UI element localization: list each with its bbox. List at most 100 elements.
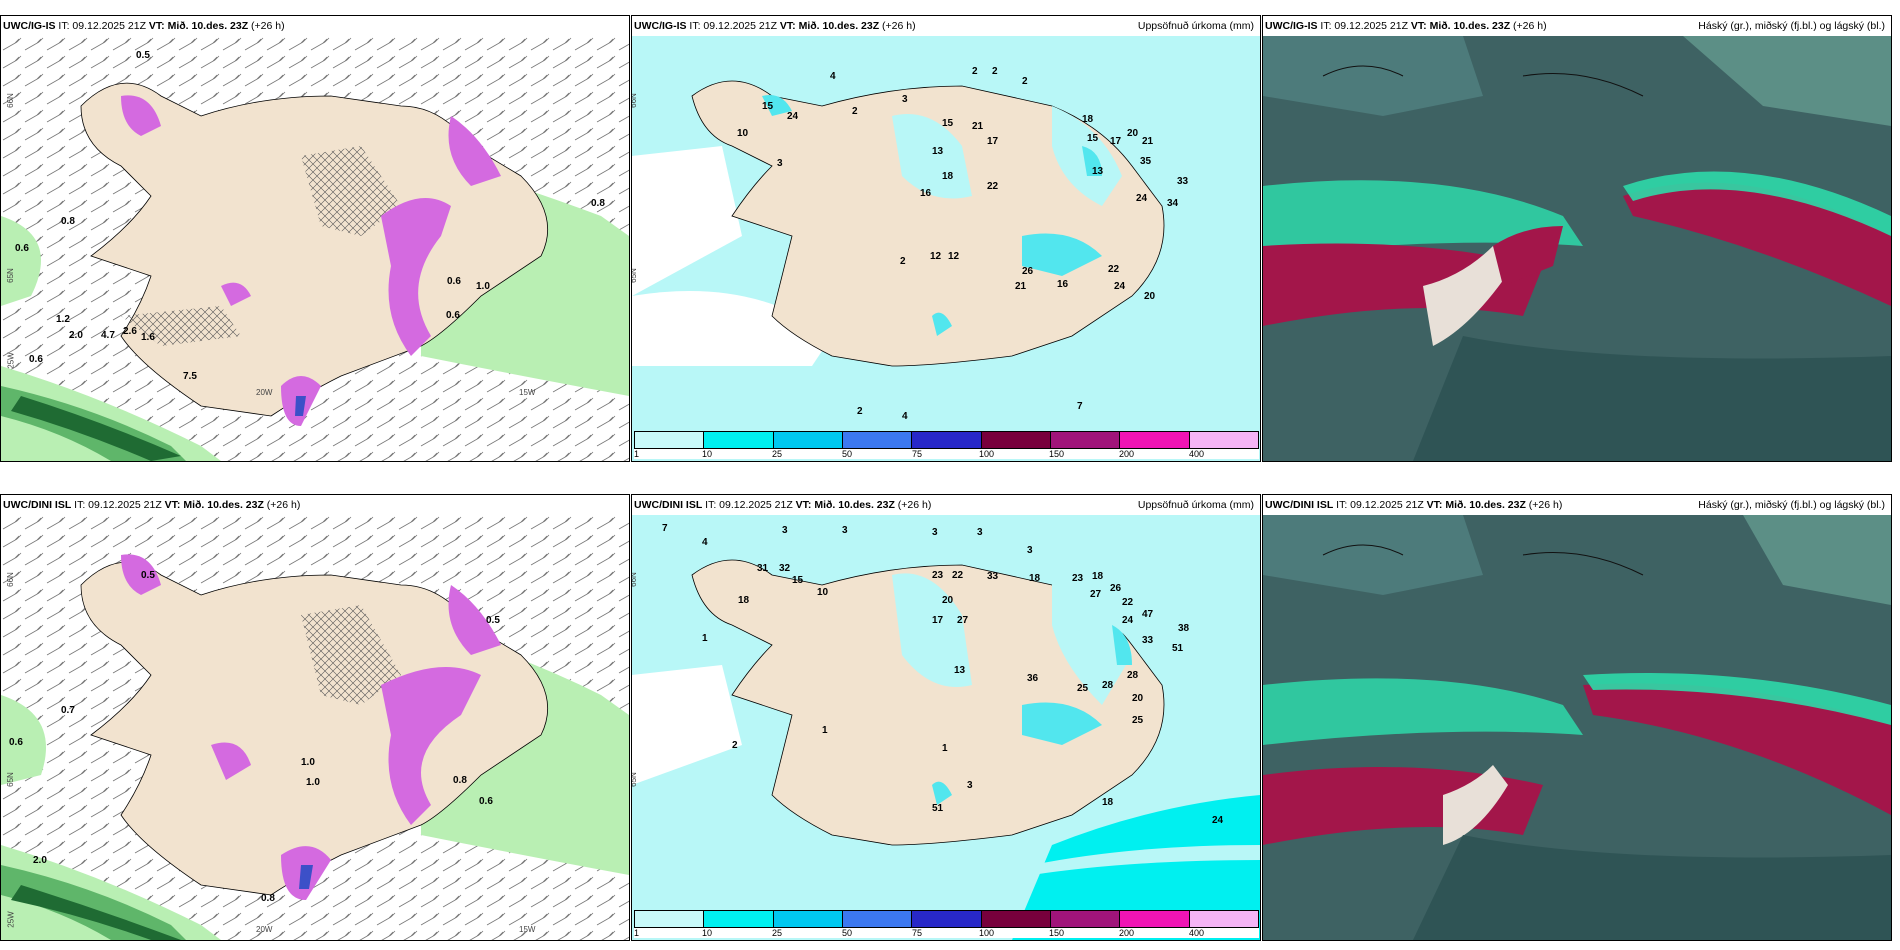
wind-map: 0.5 0.8 0.6 0.6 0.8 0.6 1.2 2.0 4.7 2.6 … bbox=[1, 36, 629, 461]
legend-swatch bbox=[635, 432, 705, 448]
precip-label: 13 bbox=[954, 665, 966, 676]
precip-label: 38 bbox=[1178, 623, 1190, 634]
axis-label-lat: 66N bbox=[632, 93, 638, 108]
precip-map-canvas bbox=[632, 515, 1260, 940]
precip-label: 15 bbox=[762, 101, 774, 112]
panel-header: UWC/DINI ISL IT: 09.12.2025 21Z VT: Mið.… bbox=[1, 495, 629, 515]
precip-label: 36 bbox=[1027, 673, 1039, 684]
legend-label: 100 bbox=[979, 449, 995, 459]
wind-map: 0.5 0.7 0.6 0.8 0.6 2.0 0.8 1.0 0.5 1.0 … bbox=[1, 515, 629, 940]
wind-label: 7.5 bbox=[183, 371, 197, 382]
clouds-map bbox=[1263, 36, 1891, 461]
legend-label: 75 bbox=[912, 449, 923, 459]
precip-label: 35 bbox=[1140, 156, 1152, 167]
wind-label: 0.5 bbox=[141, 570, 155, 581]
legend-label: 200 bbox=[1119, 928, 1135, 938]
precip-legend: 1 10 25 50 75 100 150 200 400 bbox=[634, 910, 1259, 938]
precip-label: 31 bbox=[757, 563, 769, 574]
axis-label-lon: 15W bbox=[519, 388, 536, 397]
precip-label: 22 bbox=[1122, 597, 1134, 608]
legend-label: 10 bbox=[702, 928, 713, 938]
precip-label: 27 bbox=[1090, 589, 1102, 600]
axis-label-lon: 20W bbox=[256, 388, 273, 397]
precip-label: 1 bbox=[822, 725, 828, 736]
precip-label: 1 bbox=[702, 633, 708, 644]
precip-label: 10 bbox=[737, 128, 749, 139]
precip-label: 12 bbox=[930, 251, 942, 262]
precip-label: 2 bbox=[972, 66, 978, 77]
legend-swatch bbox=[981, 911, 1051, 927]
precip-label: 51 bbox=[932, 803, 944, 814]
precip-label: 20 bbox=[1132, 693, 1144, 704]
wind-label: 0.6 bbox=[479, 796, 493, 807]
axis-label-lon: 25W bbox=[6, 352, 16, 369]
precip-label: 21 bbox=[1015, 281, 1027, 292]
legend-swatch bbox=[635, 911, 705, 927]
panel-header: UWC/IG-IS IT: 09.12.2025 21Z VT: Mið. 10… bbox=[1263, 16, 1891, 36]
precip-label: 3 bbox=[967, 780, 973, 791]
wind-label: 0.6 bbox=[15, 243, 29, 254]
legend-label: 100 bbox=[979, 928, 995, 938]
precip-label: 17 bbox=[1110, 136, 1122, 147]
wind-label: 0.5 bbox=[136, 50, 150, 61]
precip-label: 18 bbox=[1102, 797, 1114, 808]
wind-label: 2.0 bbox=[69, 330, 83, 341]
legend-label: 150 bbox=[1049, 449, 1065, 459]
precip-label: 33 bbox=[987, 571, 999, 582]
precip-label: 22 bbox=[1108, 264, 1120, 275]
axis-label-lon: 20W bbox=[256, 925, 273, 934]
axis-label-lat: 65N bbox=[5, 772, 15, 787]
legend-label: 400 bbox=[1189, 928, 1205, 938]
precip-label: 17 bbox=[987, 136, 999, 147]
wind-label: 1.0 bbox=[306, 777, 320, 788]
precip-label: 24 bbox=[787, 111, 799, 122]
clouds-map-canvas bbox=[1263, 36, 1891, 461]
precip-label: 2 bbox=[900, 256, 906, 267]
precip-label: 3 bbox=[782, 525, 788, 536]
panel-header: UWC/IG-IS IT: 09.12.2025 21Z VT: Mið. 10… bbox=[632, 16, 1260, 36]
wind-label: 1.0 bbox=[301, 757, 315, 768]
precip-label: 2 bbox=[1022, 76, 1028, 87]
precip-label: 7 bbox=[662, 523, 668, 534]
wind-label: 0.6 bbox=[447, 276, 461, 287]
precip-label: 12 bbox=[948, 251, 960, 262]
precip-label: 4 bbox=[830, 71, 836, 82]
precip-label: 20 bbox=[1127, 128, 1139, 139]
precip-label: 24 bbox=[1212, 815, 1224, 826]
precip-label: 2 bbox=[992, 66, 998, 77]
precip-label: 51 bbox=[1172, 643, 1184, 654]
precip-label: 3 bbox=[1027, 545, 1033, 556]
precip-label: 4 bbox=[702, 537, 708, 548]
wind-label: 2.0 bbox=[33, 855, 47, 866]
precip-label: 2 bbox=[732, 740, 738, 751]
wind-label: 0.8 bbox=[591, 198, 605, 209]
wind-map-canvas bbox=[1, 515, 629, 940]
legend-swatch bbox=[1050, 432, 1121, 448]
axis-label-lat: 66N bbox=[5, 572, 15, 587]
precip-label: 3 bbox=[977, 527, 983, 538]
legend-swatch bbox=[1189, 432, 1258, 448]
axis-label-lat: 65N bbox=[632, 772, 638, 787]
precip-label: 1 bbox=[942, 743, 948, 754]
legend-swatch bbox=[1189, 911, 1258, 927]
precip-label: 20 bbox=[1144, 291, 1156, 302]
legend-swatch bbox=[704, 911, 774, 927]
clouds-map bbox=[1263, 515, 1891, 940]
wind-label: 1.0 bbox=[476, 281, 490, 292]
axis-label-lon: 25W bbox=[6, 911, 16, 928]
axis-label-lat: 66N bbox=[632, 572, 638, 587]
precip-label: 26 bbox=[1022, 266, 1034, 277]
panel-clouds-row1: UWC/IG-IS IT: 09.12.2025 21Z VT: Mið. 10… bbox=[1262, 15, 1892, 462]
wind-label: 0.8 bbox=[453, 775, 467, 786]
precip-label: 33 bbox=[1177, 176, 1189, 187]
precip-label: 47 bbox=[1142, 609, 1154, 620]
legend-label: 400 bbox=[1189, 449, 1205, 459]
legend-label: 50 bbox=[842, 928, 853, 938]
legend-swatch bbox=[981, 432, 1051, 448]
legend-swatch bbox=[773, 432, 843, 448]
legend-swatch bbox=[842, 432, 913, 448]
precip-legend: 1 10 25 50 75 100 150 200 400 bbox=[634, 431, 1259, 459]
panel-header: UWC/DINI ISL IT: 09.12.2025 21Z VT: Mið.… bbox=[632, 495, 1260, 515]
clouds-map-canvas bbox=[1263, 515, 1891, 940]
legend-label: 75 bbox=[912, 928, 923, 938]
